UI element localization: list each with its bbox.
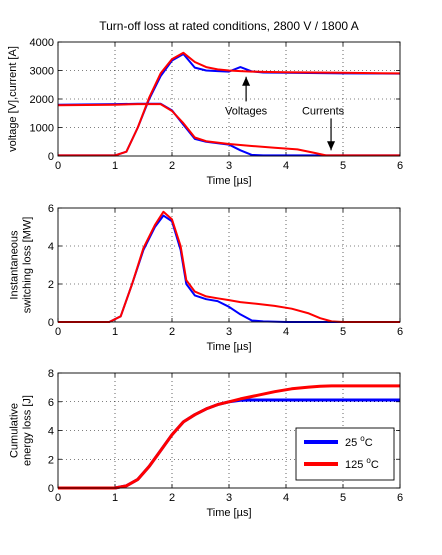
axes-frame	[57, 207, 401, 323]
x-tick-label: 1	[112, 326, 118, 338]
x-tick-label: 4	[283, 326, 289, 338]
series-line-2	[58, 51, 401, 157]
legend: 25 oC 125 oC	[295, 427, 395, 481]
y-tick-label: 6	[48, 203, 54, 215]
series-line-2	[58, 210, 400, 323]
annotation-text: Currents	[302, 105, 345, 117]
subplot-2: 0 1 2 3 4 5 6 0 2 4 6 Time [µs] Instantaneous switchi…	[9, 203, 404, 353]
x-tick-label: 3	[226, 326, 232, 338]
x-axis-label: Time [µs]	[206, 507, 251, 519]
annotation-arrowhead	[327, 141, 336, 151]
y-tick-label: 2	[48, 279, 54, 291]
x-axis-label: Time [µs]	[206, 175, 251, 187]
y-tick-label: 2000	[30, 94, 54, 106]
annotation-text: Voltages	[225, 105, 268, 117]
legend-box	[295, 427, 395, 481]
x-tick-label: 2	[169, 160, 175, 172]
x-tick-label: 2	[169, 492, 175, 504]
y-axis-label: energy loss [J]	[22, 395, 34, 466]
series-line-4	[57, 103, 400, 157]
x-tick-label: 5	[340, 492, 346, 504]
x-tick-label: 0	[55, 326, 61, 338]
y-tick-label: 0	[48, 483, 54, 495]
x-tick-label: 0	[55, 160, 61, 172]
legend-label: 125 oC	[345, 456, 379, 471]
y-axis-label: voltage [V],current [A]	[7, 46, 19, 152]
y-tick-label: 0	[48, 151, 54, 163]
x-axis-label: Time [µs]	[206, 341, 251, 353]
x-tick-label: 6	[397, 160, 403, 172]
y-tick-label: 3000	[30, 66, 54, 78]
y-tick-label: 2	[48, 454, 54, 466]
x-tick-label: 5	[340, 326, 346, 338]
x-tick-label: 1	[112, 492, 118, 504]
y-tick-label: 4	[48, 241, 54, 253]
figure-title: Turn-off loss at rated conditions, 2800 …	[99, 19, 359, 33]
subplot-3: 0 1 2 3 4 5 6 0 2 4 6 8 Time [µs] Cumulative energy lo…	[9, 368, 404, 519]
x-tick-label: 3	[226, 160, 232, 172]
axes-frame	[57, 372, 401, 489]
axes-frame	[57, 41, 401, 157]
y-tick-label: 4000	[30, 37, 54, 49]
y-axis-label: Instantaneous	[9, 230, 21, 300]
y-tick-label: 4	[48, 426, 54, 438]
x-tick-label: 5	[340, 160, 346, 172]
x-tick-label: 6	[397, 326, 403, 338]
y-tick-label: 8	[48, 368, 54, 380]
x-tick-label: 1	[112, 160, 118, 172]
subplot-1: 0 1 2 3 4 5 6 0 1000 2000 3000 4000 Time [µs] voltage…	[7, 37, 403, 187]
annotation-arrowhead	[242, 76, 251, 86]
x-tick-label: 4	[283, 160, 289, 172]
y-axis-label: Cumulative	[9, 403, 21, 458]
y-tick-label: 0	[48, 317, 54, 329]
x-tick-label: 4	[283, 492, 289, 504]
x-tick-label: 6	[397, 492, 403, 504]
x-tick-label: 2	[169, 326, 175, 338]
y-tick-label: 6	[48, 397, 54, 409]
y-axis-label: switching loss [MW]	[22, 217, 34, 314]
y-tick-label: 1000	[30, 123, 54, 135]
x-tick-label: 3	[226, 492, 232, 504]
x-tick-label: 0	[55, 492, 61, 504]
series-line-2	[58, 384, 400, 490]
legend-label: 25 oC	[345, 434, 373, 449]
